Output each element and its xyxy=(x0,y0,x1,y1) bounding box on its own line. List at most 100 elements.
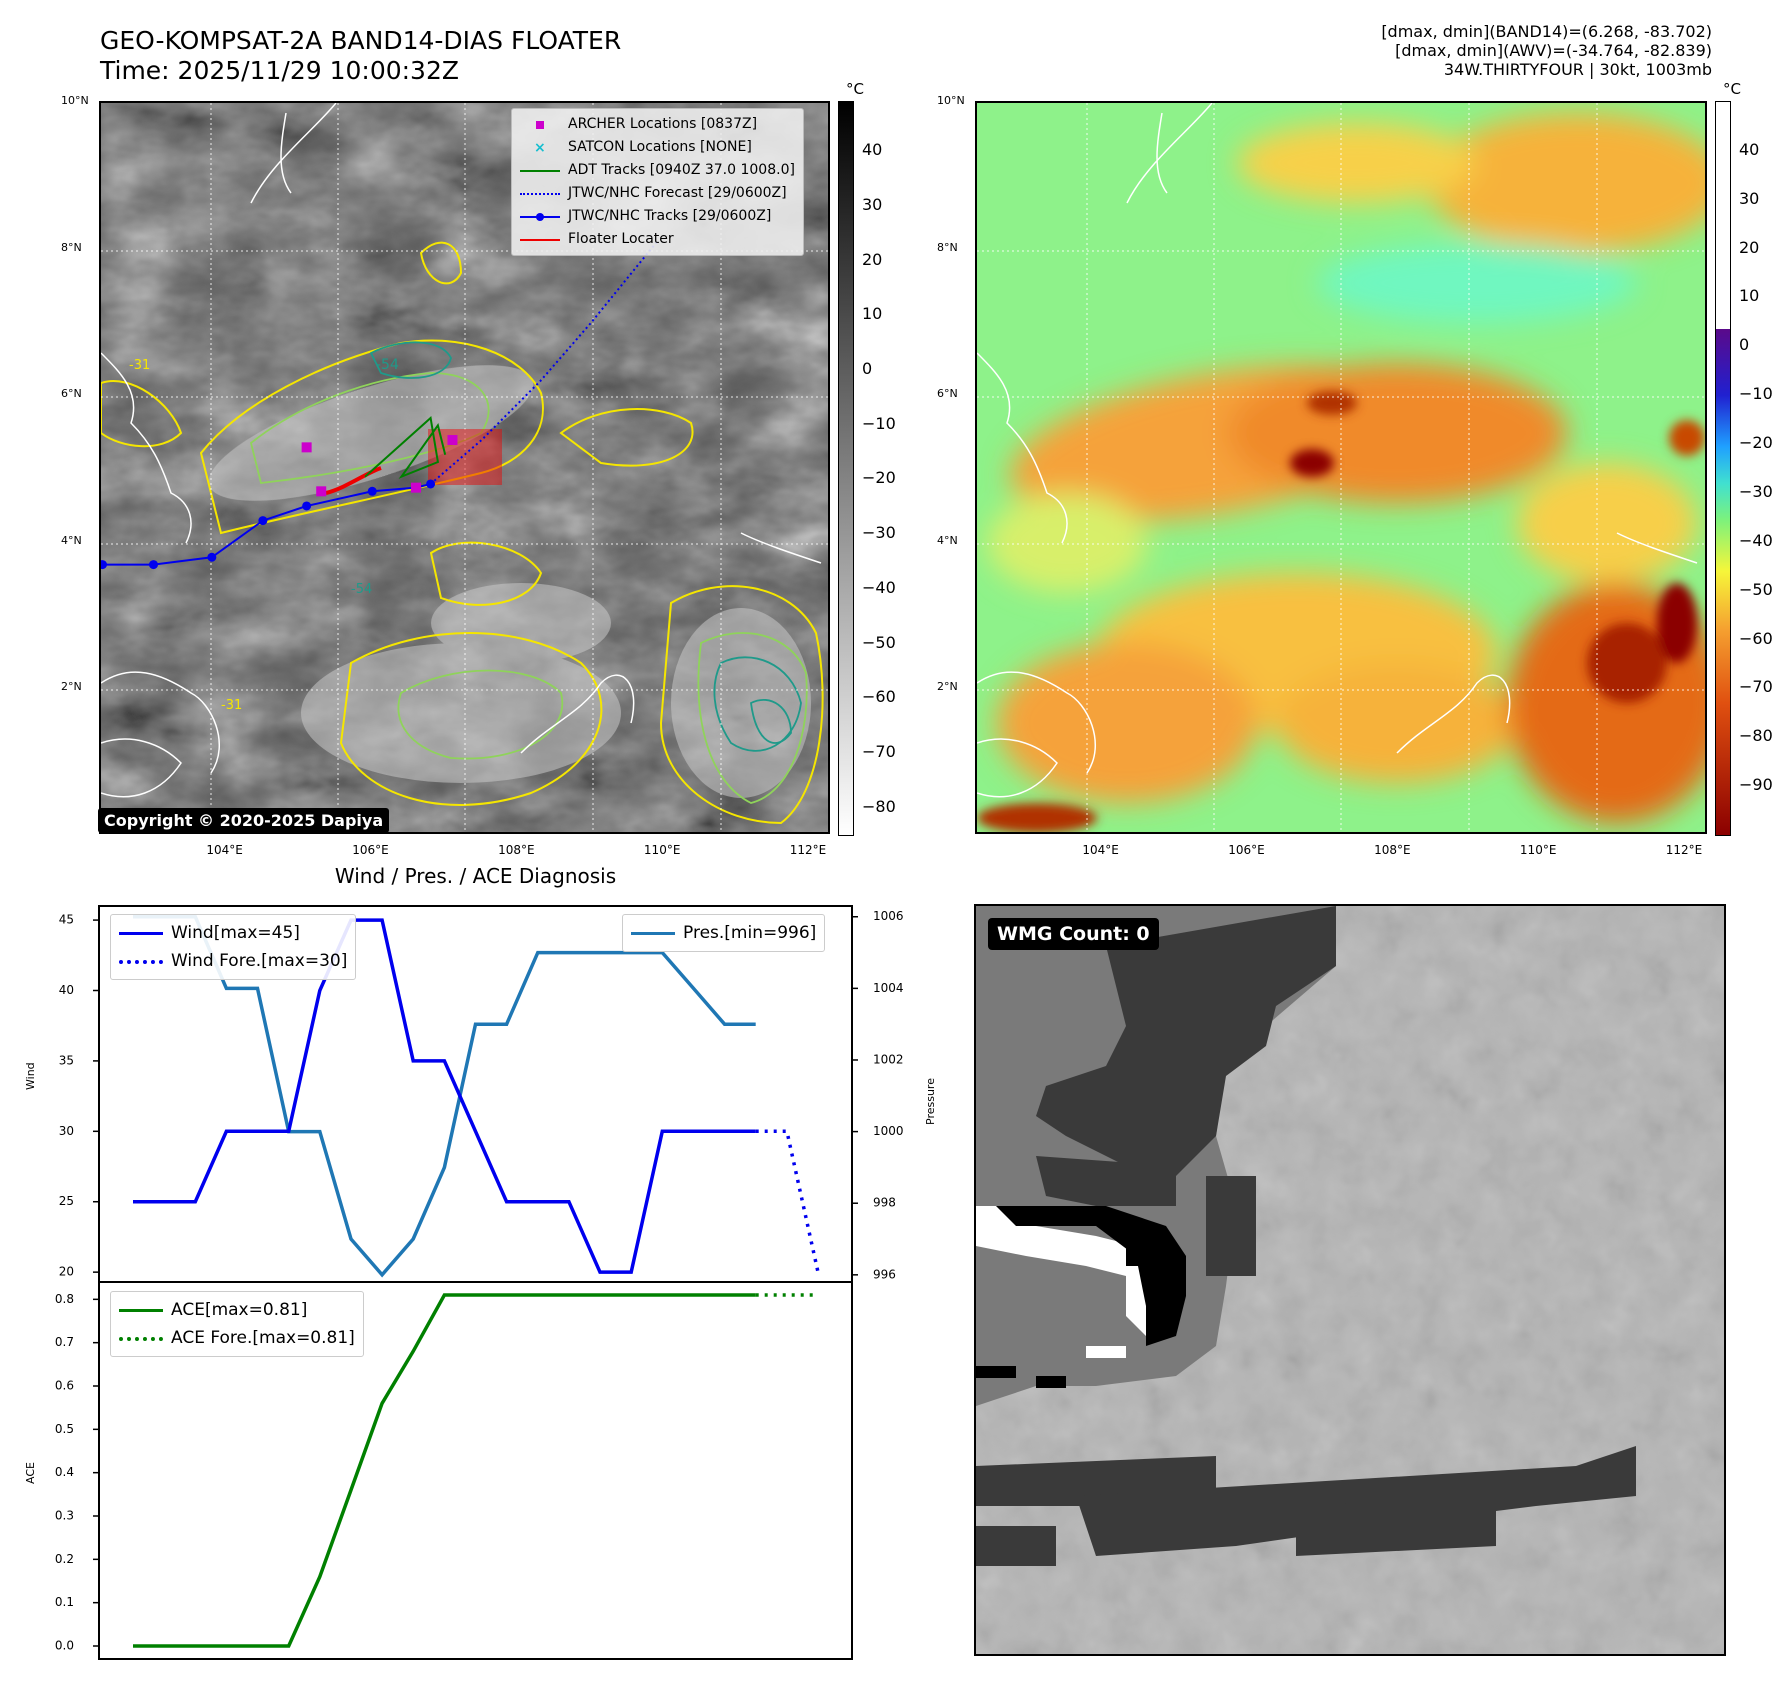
solid-line-icon xyxy=(520,164,560,178)
contour-label-1: -31 xyxy=(129,358,150,373)
tick-label: 0.5 xyxy=(55,1422,74,1436)
wmg-dark-cells xyxy=(976,906,1636,1566)
tick-label: 998 xyxy=(873,1196,896,1210)
awv-map xyxy=(975,101,1707,834)
lat-label: 6°N xyxy=(937,387,958,401)
colorbar-tick: 20 xyxy=(1739,237,1760,257)
archer-point xyxy=(411,482,422,493)
legend-adt: ADT Tracks [0940Z 37.0 1008.0] xyxy=(520,159,795,182)
contour-minus54 xyxy=(369,341,802,752)
jtwc-track-point xyxy=(302,501,312,511)
colorbar-tick: 40 xyxy=(1739,139,1760,159)
archer-point xyxy=(316,486,327,497)
lon-label: 106°E xyxy=(1228,843,1265,857)
x-marker-icon: × xyxy=(534,139,546,156)
jtwc-track-line xyxy=(102,483,431,566)
wmg-count-badge: WMG Count: 0 xyxy=(988,918,1159,950)
diagnosis-title: Wind / Pres. / ACE Diagnosis xyxy=(334,864,617,888)
contour-label-3: -31 xyxy=(221,698,242,713)
ace-series-line xyxy=(133,1293,756,1648)
colorbar-tick: 30 xyxy=(1739,188,1760,208)
solid-line-icon xyxy=(119,1303,163,1317)
tick-label: 0.1 xyxy=(55,1595,74,1609)
square-marker-icon xyxy=(520,118,560,132)
colorbar-tick: −70 xyxy=(1739,677,1773,697)
tick-label: 1002 xyxy=(873,1052,904,1066)
legend-forecast: JTWC/NHC Forecast [29/0600Z] xyxy=(520,182,795,205)
lon-label: 110°E xyxy=(1519,843,1557,857)
diagnosis-ticks: 45 40 35 30 25 20 1006 1004 1002 1000 998 996 0.8 0.7… xyxy=(55,909,904,1652)
line-dot-icon xyxy=(520,210,560,224)
legend-ace-fore: ACE Fore.[max=0.81] xyxy=(119,1324,355,1352)
jtwc-track-point xyxy=(367,486,377,496)
jtwc-track-point xyxy=(149,560,159,570)
lat-label: 2°N xyxy=(937,680,958,694)
lon-label: 104°E xyxy=(206,843,243,857)
dotted-line-icon xyxy=(119,954,163,968)
legend-satcon: × SATCON Locations [NONE] xyxy=(520,136,795,159)
colorbar-tick: −80 xyxy=(1739,726,1773,746)
tick-label: 0.7 xyxy=(55,1335,74,1349)
colorbar-tick: −70 xyxy=(862,741,896,761)
lon-label: 108°E xyxy=(498,843,535,857)
colorbar-tick: −10 xyxy=(1739,384,1773,404)
title-line-2: Time: 2025/11/29 10:00:32Z xyxy=(100,56,459,85)
colorbar-tick: 10 xyxy=(862,304,883,324)
solid-line-icon xyxy=(119,926,163,940)
contour-minus31 xyxy=(101,241,824,825)
ace-axis-label: ACE xyxy=(24,1462,37,1484)
solid-line-icon xyxy=(520,233,560,247)
lon-label: 112°E xyxy=(1665,843,1703,857)
wind-series-line xyxy=(133,918,756,1274)
colorbar-tick: 30 xyxy=(862,194,883,214)
tick-label: 1000 xyxy=(873,1124,904,1138)
adt-track-line xyxy=(364,416,447,479)
pressure-axis-label: Pressure xyxy=(924,1078,937,1125)
tick-label: 45 xyxy=(59,913,74,927)
awv-colorbar xyxy=(1715,101,1731,836)
lon-label: 112°E xyxy=(789,843,827,857)
contour-mid xyxy=(249,372,808,804)
dotted-line-icon xyxy=(520,187,560,201)
jtwc-track-point xyxy=(207,552,217,562)
archer-points xyxy=(301,435,458,497)
colorbar-tick: −90 xyxy=(1739,775,1773,795)
ace-axes xyxy=(98,1281,853,1660)
tick-label: 996 xyxy=(873,1267,896,1281)
tick-label: 40 xyxy=(59,983,74,997)
tick-label: 35 xyxy=(59,1053,74,1067)
title-line-1: GEO-KOMPSAT-2A BAND14-DIAS FLOATER xyxy=(100,26,622,55)
wind-forecast-line xyxy=(755,1129,820,1273)
floater-locater-trail xyxy=(325,466,382,495)
awv-colorbar-unit: °C xyxy=(1723,80,1741,98)
colorbar-tick: −50 xyxy=(1739,579,1773,599)
wind-axis-label: Wind xyxy=(24,1062,37,1090)
jtwc-track-point xyxy=(258,516,268,526)
colorbar-tick: 20 xyxy=(862,249,883,269)
contour-label-2: -54 xyxy=(376,357,399,373)
colorbar-tick: −40 xyxy=(1739,530,1773,550)
wmg-white-cells xyxy=(976,1206,1176,1358)
colorbar-tick: −20 xyxy=(862,468,896,488)
legend-archer: ARCHER Locations [0837Z] xyxy=(520,113,795,136)
colorbar-tick: −20 xyxy=(1739,433,1773,453)
tick-label: 1006 xyxy=(873,909,904,923)
legend-tracks: JTWC/NHC Tracks [29/0600Z] xyxy=(520,205,795,228)
stat-band14: [dmax, dmin](BAND14)=(6.268, -83.702) xyxy=(1381,22,1712,41)
stats-block: [dmax, dmin](BAND14)=(6.268, -83.702) [d… xyxy=(1381,22,1712,79)
wmg-black-cells xyxy=(976,1206,1186,1388)
coastlines xyxy=(101,103,822,798)
colorbar-tick: 40 xyxy=(862,140,883,160)
dotted-line-icon xyxy=(119,1331,163,1345)
awv-map-svg xyxy=(977,103,1705,832)
awv-coastlines xyxy=(977,103,1698,798)
contour-label-4: -54 xyxy=(351,582,372,597)
lat-label: 10°N xyxy=(61,94,89,107)
tick-label: 0.8 xyxy=(55,1292,74,1306)
jtwc-track-point xyxy=(101,560,107,570)
colorbar-tick: −10 xyxy=(862,413,896,433)
ir-colorbar xyxy=(838,101,854,836)
cold-cloud-areas xyxy=(208,365,811,798)
wind-legend: Wind[max=45] Wind Fore.[max=30] xyxy=(110,914,357,980)
lat-label: 10°N xyxy=(937,94,965,107)
